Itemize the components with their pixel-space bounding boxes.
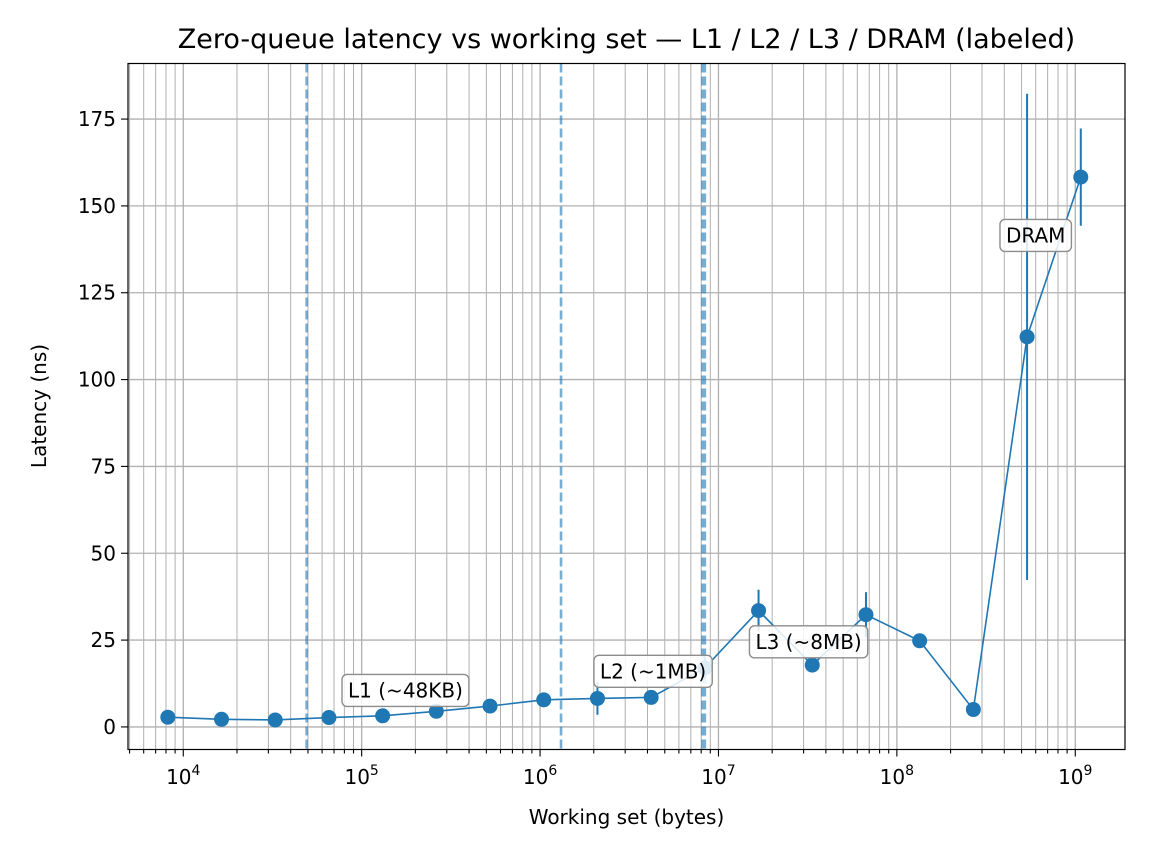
annotation-text: L3 (~8MB) xyxy=(755,630,861,654)
annotation-label: L1 (~48KB) xyxy=(341,673,470,708)
data-point xyxy=(428,703,444,719)
data-point xyxy=(1019,329,1035,345)
data-point xyxy=(267,712,283,728)
annotation-text: L2 (~1MB) xyxy=(600,659,706,683)
data-point xyxy=(375,708,391,724)
y-tick-label: 25 xyxy=(91,628,116,652)
annotation-label: L3 (~8MB) xyxy=(748,625,869,659)
data-point xyxy=(321,710,337,726)
x-axis-label: Working set (bytes) xyxy=(529,805,725,829)
x-tick-label: 104 xyxy=(166,763,200,789)
annotation-box xyxy=(748,625,869,659)
y-tick-label: 75 xyxy=(91,454,116,478)
plot-frame xyxy=(127,62,1126,751)
annotation-text: L1 (~48KB) xyxy=(348,678,463,702)
y-tick-label: 150 xyxy=(78,194,116,218)
data-point xyxy=(1073,169,1089,185)
y-tick-label: 125 xyxy=(78,281,116,305)
y-tick-label: 50 xyxy=(91,541,116,565)
annotation-box xyxy=(341,673,470,708)
y-tick-label: 100 xyxy=(78,368,116,392)
x-tick-label: 105 xyxy=(344,763,378,789)
data-point xyxy=(965,702,981,718)
y-axis-label: Latency (ns) xyxy=(27,344,51,468)
data-point xyxy=(643,689,659,705)
annotation-label: DRAM xyxy=(999,218,1073,253)
data-point xyxy=(589,690,605,706)
x-tick-label: 109 xyxy=(1058,763,1092,789)
y-tick-label: 0 xyxy=(103,715,116,739)
chart-title: Zero-queue latency vs working set — L1 /… xyxy=(178,24,1075,55)
y-tick-label: 175 xyxy=(78,107,116,131)
data-point xyxy=(912,633,928,649)
annotation-label: L2 (~1MB) xyxy=(593,654,713,689)
data-point xyxy=(160,709,176,725)
x-tick-label: 106 xyxy=(523,763,557,789)
x-tick-label: 108 xyxy=(880,763,914,789)
data-point xyxy=(858,607,874,623)
data-point xyxy=(536,692,552,708)
x-tick-label: 107 xyxy=(701,763,735,789)
data-point xyxy=(214,711,230,727)
annotation-text: DRAM xyxy=(1006,223,1065,247)
annotation-box xyxy=(999,218,1073,253)
data-point xyxy=(482,698,498,714)
data-point xyxy=(751,603,767,619)
series-line xyxy=(167,176,1082,721)
annotation-box xyxy=(593,654,713,689)
data-point xyxy=(804,657,820,673)
